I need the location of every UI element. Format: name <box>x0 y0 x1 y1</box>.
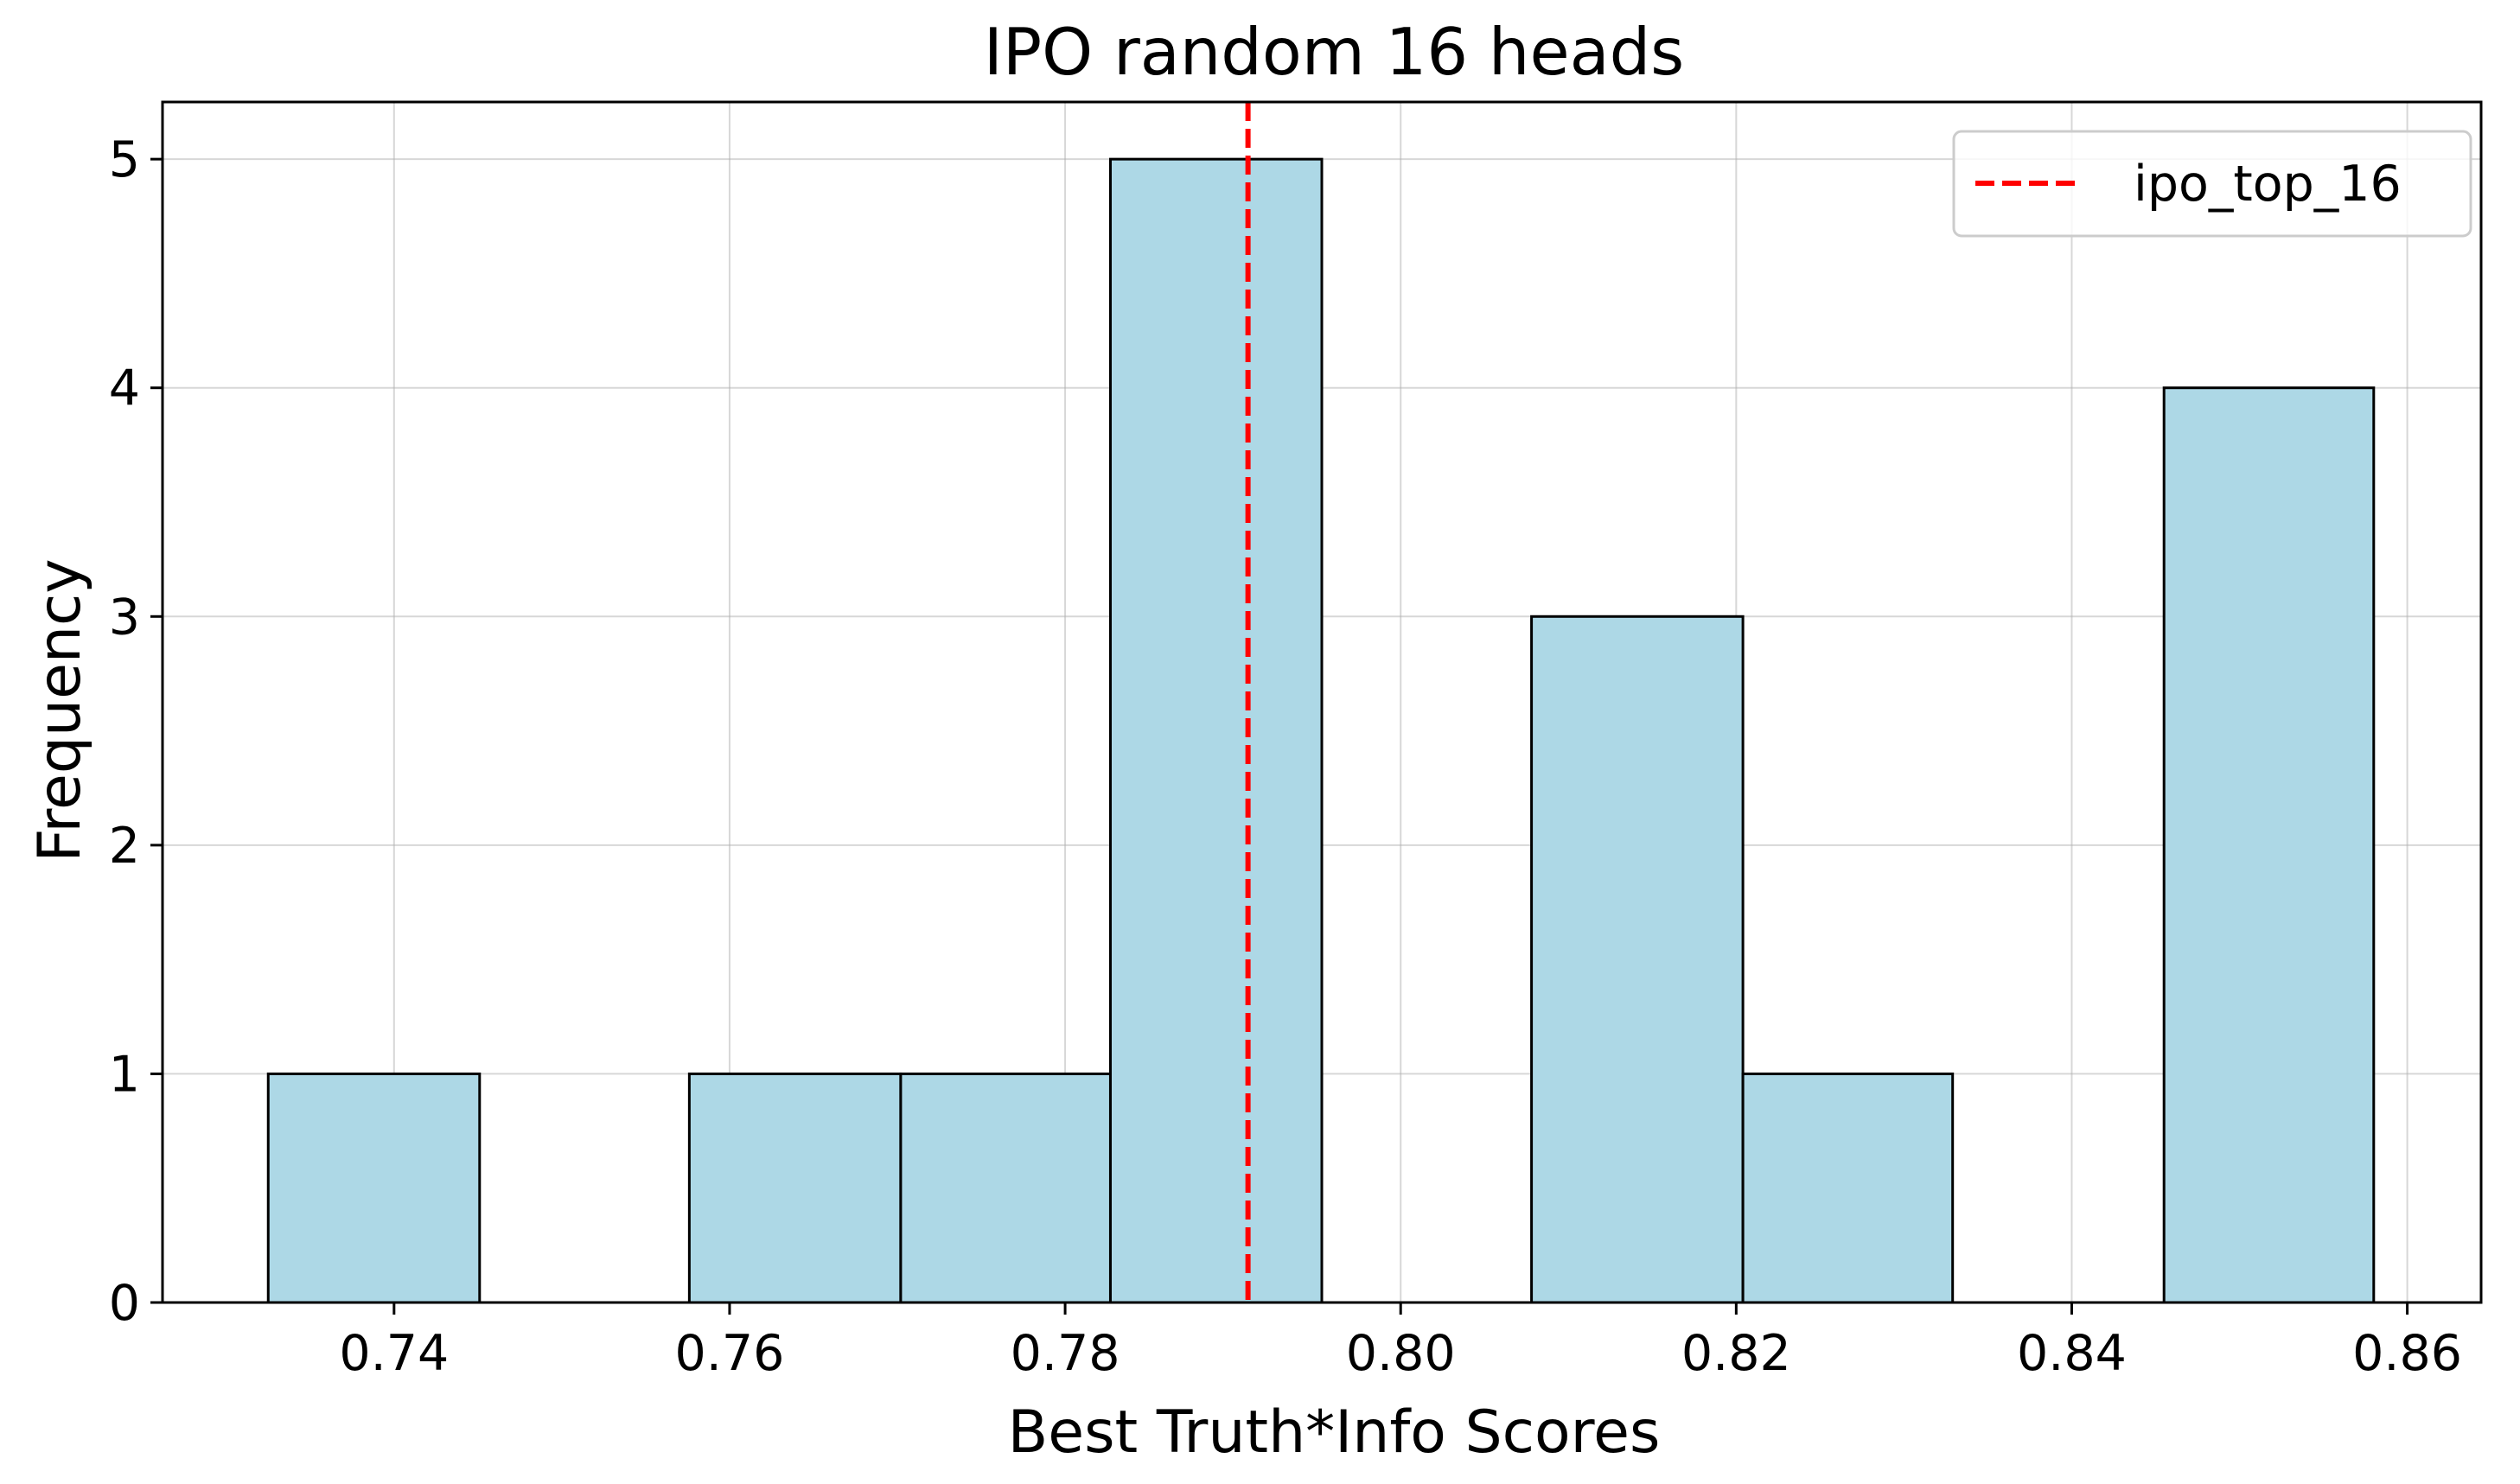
y-tick-label: 4 <box>109 360 140 417</box>
x-tick-label: 0.78 <box>1011 1325 1120 1382</box>
y-tick-label: 0 <box>109 1275 140 1332</box>
y-axis-ticks: 0 1 2 3 4 5 <box>109 131 163 1332</box>
x-tick-label: 0.84 <box>2017 1325 2127 1382</box>
x-axis-ticks: 0.74 0.76 0.78 0.80 0.82 0.84 0.86 <box>339 1302 2462 1382</box>
chart-title: IPO random 16 heads <box>984 14 1685 90</box>
y-tick-label: 5 <box>109 131 140 188</box>
plot-area-frame <box>161 100 2483 1304</box>
x-tick-label: 0.74 <box>339 1325 449 1382</box>
x-axis-label: Best Truth*Info Scores <box>1008 1398 1661 1467</box>
x-tick-label: 0.76 <box>674 1325 784 1382</box>
histogram-bar <box>1741 1072 1955 1304</box>
y-axis-label: Frequency <box>26 558 94 862</box>
legend-box <box>1952 130 2472 238</box>
x-tick-label: 0.86 <box>2352 1325 2462 1382</box>
histogram-bar <box>899 1072 1112 1304</box>
x-tick-label: 0.82 <box>1681 1325 1791 1382</box>
histogram-bar <box>266 1072 482 1304</box>
y-tick-label: 2 <box>109 818 140 875</box>
x-tick-label: 0.80 <box>1346 1325 1456 1382</box>
y-tick-label: 1 <box>109 1046 140 1103</box>
legend-entry-label: ipo_top_16 <box>2134 156 2402 213</box>
histogram-bars <box>266 157 2376 1304</box>
histogram-bar <box>2162 386 2376 1304</box>
histogram-bar <box>1108 157 1324 1304</box>
legend: ipo_top_16 <box>1952 130 2472 238</box>
histogram-bar <box>1530 615 1745 1304</box>
histogram-bar <box>687 1072 903 1304</box>
y-tick-label: 3 <box>109 589 140 646</box>
